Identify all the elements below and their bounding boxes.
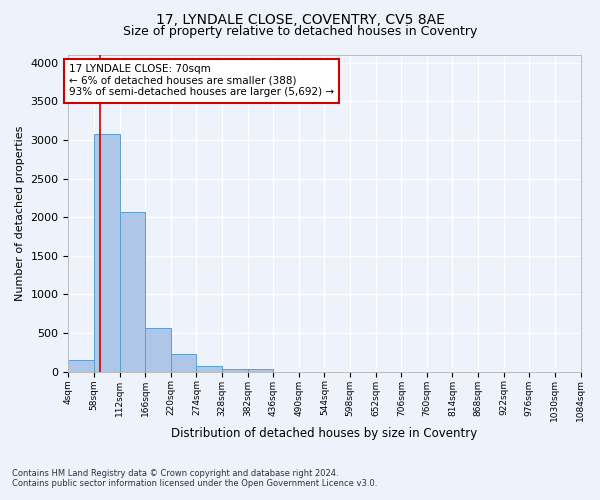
Text: Contains HM Land Registry data © Crown copyright and database right 2024.: Contains HM Land Registry data © Crown c… — [12, 468, 338, 477]
Bar — [196, 366, 222, 372]
Bar — [248, 368, 273, 372]
Bar — [94, 134, 119, 372]
Text: 17 LYNDALE CLOSE: 70sqm
← 6% of detached houses are smaller (388)
93% of semi-de: 17 LYNDALE CLOSE: 70sqm ← 6% of detached… — [69, 64, 334, 98]
Bar — [145, 328, 171, 372]
Bar — [171, 354, 196, 372]
Text: Size of property relative to detached houses in Coventry: Size of property relative to detached ho… — [123, 25, 477, 38]
Text: Contains public sector information licensed under the Open Government Licence v3: Contains public sector information licen… — [12, 478, 377, 488]
Text: 17, LYNDALE CLOSE, COVENTRY, CV5 8AE: 17, LYNDALE CLOSE, COVENTRY, CV5 8AE — [155, 12, 445, 26]
X-axis label: Distribution of detached houses by size in Coventry: Distribution of detached houses by size … — [172, 427, 478, 440]
Bar — [222, 368, 248, 372]
Bar — [68, 360, 94, 372]
Bar — [119, 212, 145, 372]
Y-axis label: Number of detached properties: Number of detached properties — [15, 126, 25, 301]
